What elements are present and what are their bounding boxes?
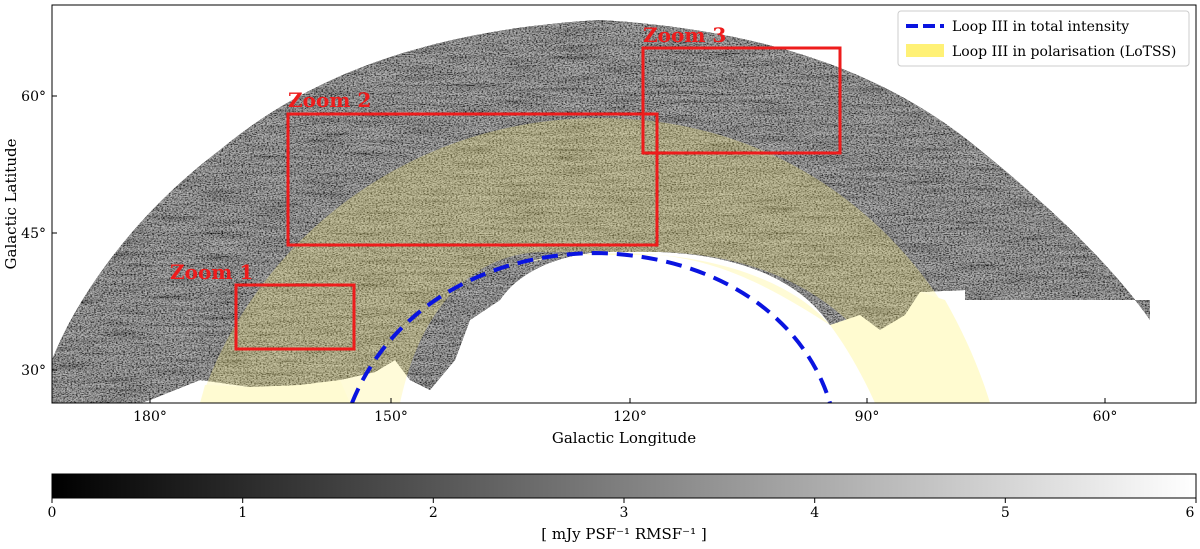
- legend-item-polarisation: Loop III in polarisation (LoTSS): [952, 44, 1176, 60]
- x-tick-label: 180°: [133, 409, 167, 425]
- colorbar-ticks: [51, 498, 1197, 503]
- legend: Loop III in total intensity Loop III in …: [897, 10, 1190, 67]
- zoom-1-box: [234, 283, 356, 351]
- colorbar-tick-label: 5: [1001, 505, 1010, 521]
- y-tick-label: 30°: [21, 363, 46, 379]
- x-axis-label: Galactic Longitude: [552, 429, 696, 447]
- y-axis-label: Galactic Latitude: [2, 138, 20, 269]
- y-tick-label: 45°: [21, 226, 46, 242]
- y-axis: 60° 45° 30° Galactic Latitude: [2, 89, 57, 379]
- polarisation-region-outside-image: [830, 292, 990, 403]
- zoom-2-box: [286, 112, 659, 247]
- legend-item-total-intensity: Loop III in total intensity: [952, 19, 1129, 35]
- colorbar-tick-label: 0: [48, 505, 57, 521]
- colorbar-tick-label: 4: [810, 505, 819, 521]
- zoom-3-box: [641, 46, 842, 155]
- x-tick-label: 90°: [855, 409, 880, 425]
- x-tick-label: 150°: [374, 409, 408, 425]
- colorbar-label: [ mJy PSF⁻¹ RMSF⁻¹ ]: [541, 525, 706, 543]
- zoom-3-label: Zoom 3: [643, 23, 726, 47]
- colorbar-tick-label: 3: [620, 505, 629, 521]
- sky-map: Zoom 1 Zoom 2 Zoom 3 Loop III in total i…: [52, 5, 1196, 403]
- plot-frame: [51, 4, 1197, 404]
- colorbar-gradient: [51, 473, 1197, 499]
- x-axis: 180° 150° 120° 90° 60° Galactic Longitud…: [133, 398, 1117, 447]
- polarisation-region-bottom-left: [200, 380, 350, 403]
- legend-yellow-patch-swatch: [906, 44, 944, 57]
- colorbar-tick-label: 6: [1186, 505, 1195, 521]
- x-tick-label: 60°: [1093, 409, 1118, 425]
- y-tick-label: 60°: [21, 89, 46, 105]
- zoom-1-label: Zoom 1: [170, 260, 253, 284]
- colorbar-tick-label: 2: [429, 505, 438, 521]
- loop-iii-total-intensity-line: [350, 250, 832, 403]
- zoom-2-label: Zoom 2: [288, 88, 371, 112]
- x-tick-label: 120°: [613, 409, 647, 425]
- colorbar: 0 1 2 3 4 5 6 [ mJy PSF⁻¹ RMSF⁻¹ ]: [48, 473, 1197, 543]
- colorbar-tick-label: 1: [238, 505, 247, 521]
